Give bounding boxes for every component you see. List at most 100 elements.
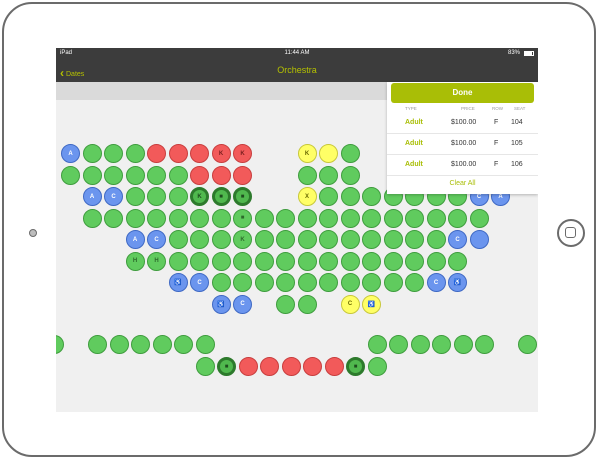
seat[interactable] — [82, 144, 102, 163]
seat[interactable]: ♿ — [211, 294, 231, 314]
seat[interactable]: C — [426, 273, 446, 292]
seat[interactable] — [147, 165, 166, 185]
seat[interactable] — [475, 335, 494, 354]
seat[interactable] — [405, 208, 424, 228]
seat[interactable]: K — [297, 144, 317, 163]
seat[interactable]: C — [448, 230, 467, 249]
seat[interactable] — [147, 187, 166, 206]
seat[interactable] — [297, 273, 317, 292]
seat[interactable] — [324, 357, 344, 376]
seat[interactable] — [125, 208, 145, 228]
seat[interactable] — [211, 251, 231, 271]
seat[interactable] — [405, 251, 424, 271]
seat[interactable] — [362, 208, 381, 228]
seat[interactable] — [432, 335, 451, 354]
seat[interactable] — [195, 335, 215, 354]
seat[interactable] — [410, 335, 430, 354]
seat[interactable] — [190, 144, 209, 163]
seat[interactable] — [362, 251, 381, 271]
seat[interactable] — [168, 144, 188, 163]
seat[interactable] — [297, 230, 317, 249]
seat[interactable] — [276, 208, 295, 228]
seat[interactable] — [168, 251, 188, 271]
seat[interactable] — [125, 144, 145, 163]
seat[interactable] — [319, 165, 338, 185]
seat[interactable] — [125, 187, 145, 206]
seat[interactable] — [297, 208, 317, 228]
seat[interactable] — [319, 208, 338, 228]
seat[interactable] — [319, 251, 338, 271]
seat[interactable] — [211, 273, 231, 292]
cart-row[interactable]: Adult $100.00 F 106 — [387, 155, 538, 176]
seat[interactable] — [131, 335, 150, 354]
seat[interactable] — [104, 208, 123, 228]
seat[interactable] — [319, 273, 338, 292]
seat[interactable] — [340, 208, 360, 228]
seat[interactable] — [383, 230, 403, 249]
seat[interactable] — [109, 335, 129, 354]
seat[interactable]: C — [233, 294, 252, 314]
seat[interactable] — [168, 165, 188, 185]
seat[interactable]: X — [297, 187, 317, 206]
seat[interactable] — [168, 187, 188, 206]
seat[interactable] — [238, 357, 258, 376]
seat[interactable] — [469, 208, 489, 228]
seat[interactable] — [190, 251, 209, 271]
seat[interactable] — [104, 165, 123, 185]
seat[interactable]: C — [147, 230, 166, 249]
back-button[interactable]: ‹ Dates — [60, 65, 84, 80]
seat[interactable] — [125, 165, 145, 185]
seat[interactable] — [448, 208, 467, 228]
seat[interactable] — [367, 357, 387, 376]
seat[interactable] — [362, 187, 381, 206]
seat[interactable]: H — [125, 251, 145, 271]
seat[interactable] — [340, 230, 360, 249]
clear-all-button[interactable]: Clear All — [449, 180, 476, 187]
seat[interactable] — [319, 230, 338, 249]
seat[interactable] — [61, 165, 80, 185]
seat[interactable] — [426, 251, 446, 271]
seat[interactable] — [152, 335, 172, 354]
seat[interactable] — [383, 251, 403, 271]
seat[interactable]: K — [233, 144, 252, 163]
cart-type[interactable]: Adult — [405, 161, 423, 168]
seat[interactable]: A — [125, 230, 145, 249]
seat[interactable]: A — [82, 187, 102, 206]
seat[interactable] — [389, 335, 408, 354]
seat[interactable] — [147, 144, 166, 163]
seat[interactable] — [297, 251, 317, 271]
seat[interactable]: ■ — [346, 357, 365, 376]
seat[interactable] — [82, 165, 102, 185]
seat[interactable] — [319, 144, 338, 163]
seat[interactable] — [168, 230, 188, 249]
seat[interactable] — [88, 335, 107, 354]
seat[interactable] — [383, 273, 403, 292]
seat[interactable] — [276, 251, 295, 271]
seat[interactable] — [147, 208, 166, 228]
seat[interactable] — [276, 273, 295, 292]
seat[interactable] — [254, 208, 274, 228]
seat[interactable] — [276, 230, 295, 249]
seat[interactable]: C — [104, 187, 123, 206]
seat[interactable]: C — [340, 294, 360, 314]
seat[interactable] — [362, 273, 381, 292]
seat[interactable]: H — [147, 251, 166, 271]
seat[interactable] — [319, 187, 338, 206]
seat[interactable]: ■ — [211, 187, 231, 206]
seat[interactable] — [518, 335, 537, 354]
seat[interactable] — [297, 294, 317, 314]
seat[interactable] — [340, 187, 360, 206]
cart-row[interactable]: Adult $100.00 F 105 — [387, 134, 538, 155]
seat[interactable] — [190, 230, 209, 249]
seat[interactable] — [340, 144, 360, 163]
seat[interactable] — [453, 335, 473, 354]
seat[interactable] — [281, 357, 301, 376]
cart-row[interactable]: Adult $100.00 F 104 — [387, 113, 538, 134]
seat[interactable] — [104, 144, 123, 163]
done-button[interactable]: Done — [391, 83, 534, 103]
seat[interactable] — [405, 273, 424, 292]
seat[interactable] — [367, 335, 387, 354]
seat[interactable] — [56, 335, 64, 354]
seat[interactable] — [190, 165, 209, 185]
seat[interactable]: ♿ — [168, 273, 188, 292]
